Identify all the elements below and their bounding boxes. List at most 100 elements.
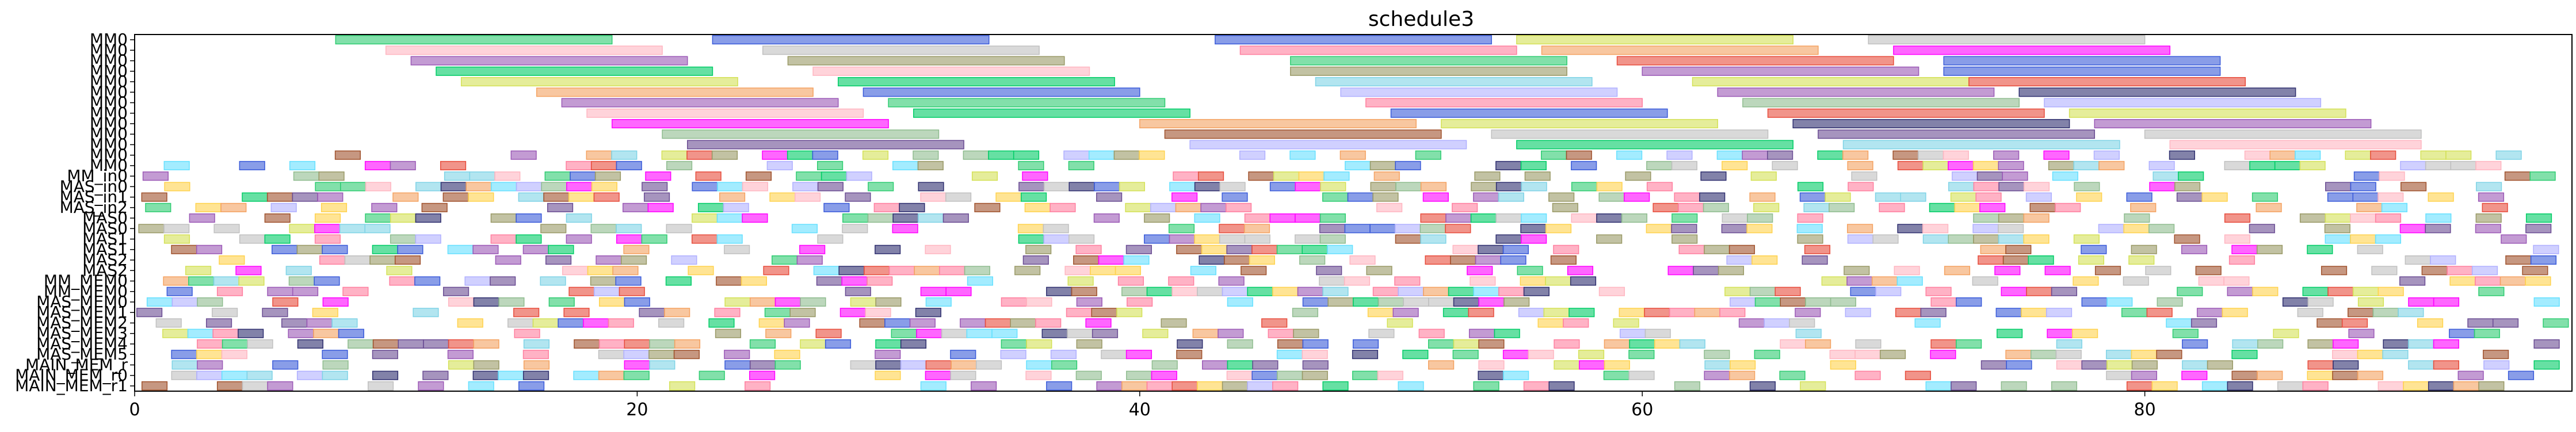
gantt-bar: [1428, 360, 1455, 370]
gantt-bar: [758, 318, 785, 328]
gantt-bar: [141, 192, 167, 202]
gantt-bar: [563, 308, 590, 318]
gantt-bar: [716, 234, 743, 244]
gantt-bar: [1073, 255, 1100, 265]
gantt-bar: [331, 318, 358, 328]
gantt-bar: [1799, 192, 1826, 202]
gantt-bar: [2352, 192, 2379, 202]
y-tick-label: MAS_MEM1: [36, 303, 128, 322]
gantt-bar: [1197, 286, 1223, 296]
gantt-bar: [415, 234, 441, 244]
gantt-bar: [2174, 182, 2201, 192]
gantt-bar: [1968, 77, 2246, 87]
y-tick-label: MAS0: [82, 219, 128, 238]
gantt-bar: [1998, 234, 2024, 244]
gantt-bar: [2433, 360, 2459, 370]
gantt-bar: [762, 45, 1040, 55]
gantt-bar: [1818, 129, 2096, 139]
gantt-bar: [1800, 381, 1826, 391]
gantt-bar: [1018, 234, 1044, 244]
gantt-bar: [544, 171, 571, 181]
gantt-bar: [1703, 202, 1729, 212]
gantt-bar: [1779, 370, 1806, 380]
gantt-bar: [390, 213, 417, 223]
gantt-bar: [2471, 266, 2498, 276]
gantt-bar: [1905, 370, 1931, 380]
gantt-bar: [2356, 202, 2383, 212]
gantt-bar: [918, 213, 944, 223]
gantt-bar: [1176, 244, 1203, 254]
gantt-bar: [1524, 171, 1551, 181]
gantt-bar: [1749, 381, 1776, 391]
gantt-bar: [1014, 266, 1041, 276]
gantt-bar: [289, 160, 316, 170]
gantt-bar: [267, 286, 293, 296]
y-tick-label: MAS_MEM3: [36, 324, 128, 343]
gantt-bar: [344, 255, 371, 265]
gantt-bar: [1222, 286, 1248, 296]
gantt-bar: [799, 244, 826, 254]
gantt-bar: [1753, 202, 1780, 212]
gantt-bar: [590, 224, 617, 234]
gantt-bar: [2148, 160, 2175, 170]
gantt-bar: [297, 339, 323, 349]
gantt-bar: [442, 192, 469, 202]
gantt-bar: [2475, 213, 2502, 223]
gantt-bar: [2232, 339, 2258, 349]
gantt-bar: [1098, 255, 1124, 265]
gantt-bar: [1930, 339, 1957, 349]
gantt-bar: [2325, 213, 2351, 223]
gantt-bar: [2018, 87, 2296, 97]
gantt-bar: [220, 202, 247, 212]
gantt-bar: [616, 224, 642, 234]
gantt-bar: [1227, 339, 1253, 349]
gantt-bar: [541, 182, 567, 192]
gantt-bar: [464, 276, 491, 286]
gantt-bar: [322, 370, 348, 380]
gantt-bar: [2408, 360, 2434, 370]
gantt-bar: [490, 276, 516, 286]
gantt-bar: [1716, 150, 1743, 160]
gantt-bar: [390, 234, 417, 244]
gantt-bar: [1025, 370, 1052, 380]
gantt-bar: [716, 213, 743, 223]
gantt-bar: [1978, 255, 2004, 265]
gantt-bar: [221, 370, 248, 380]
gantt-bar: [272, 297, 299, 307]
gantt-bar: [688, 266, 714, 276]
gantt-bar: [692, 213, 718, 223]
gantt-bar: [2357, 244, 2383, 254]
y-tick-label: MM0: [90, 146, 128, 165]
chart-title: schedule3: [1368, 7, 1474, 31]
gantt-bar: [2023, 234, 2050, 244]
gantt-bar: [314, 234, 341, 244]
y-tick-label: MM0: [90, 135, 128, 154]
gantt-bar: [666, 160, 693, 170]
gantt-bar: [2227, 286, 2253, 296]
gantt-bar: [1142, 328, 1169, 338]
gantt-bar: [1050, 202, 1076, 212]
gantt-bar: [2508, 370, 2535, 380]
gantt-bar: [1076, 297, 1102, 307]
bars-layer: [136, 35, 2569, 391]
gantt-bar: [1289, 150, 1316, 160]
gantt-bar: [1893, 45, 2171, 55]
gantt-bar: [1674, 192, 1700, 202]
x-tick-label: 80: [2134, 400, 2156, 420]
gantt-bar: [2533, 339, 2560, 349]
gantt-bar: [1646, 182, 1673, 192]
gantt-bar: [163, 224, 190, 234]
gantt-bar: [1043, 224, 1069, 234]
gantt-bar: [598, 350, 624, 360]
gantt-bar: [1980, 360, 2007, 370]
gantt-bar: [812, 66, 1090, 76]
gantt-bar: [666, 224, 692, 234]
gantt-bar: [1398, 381, 1424, 391]
gantt-bar: [794, 192, 821, 202]
gantt-bar: [1085, 318, 1112, 328]
gantt-bar: [264, 213, 291, 223]
gantt-bar: [2273, 328, 2299, 338]
gantt-bar: [2078, 255, 2105, 265]
gantt-bar: [415, 182, 442, 192]
